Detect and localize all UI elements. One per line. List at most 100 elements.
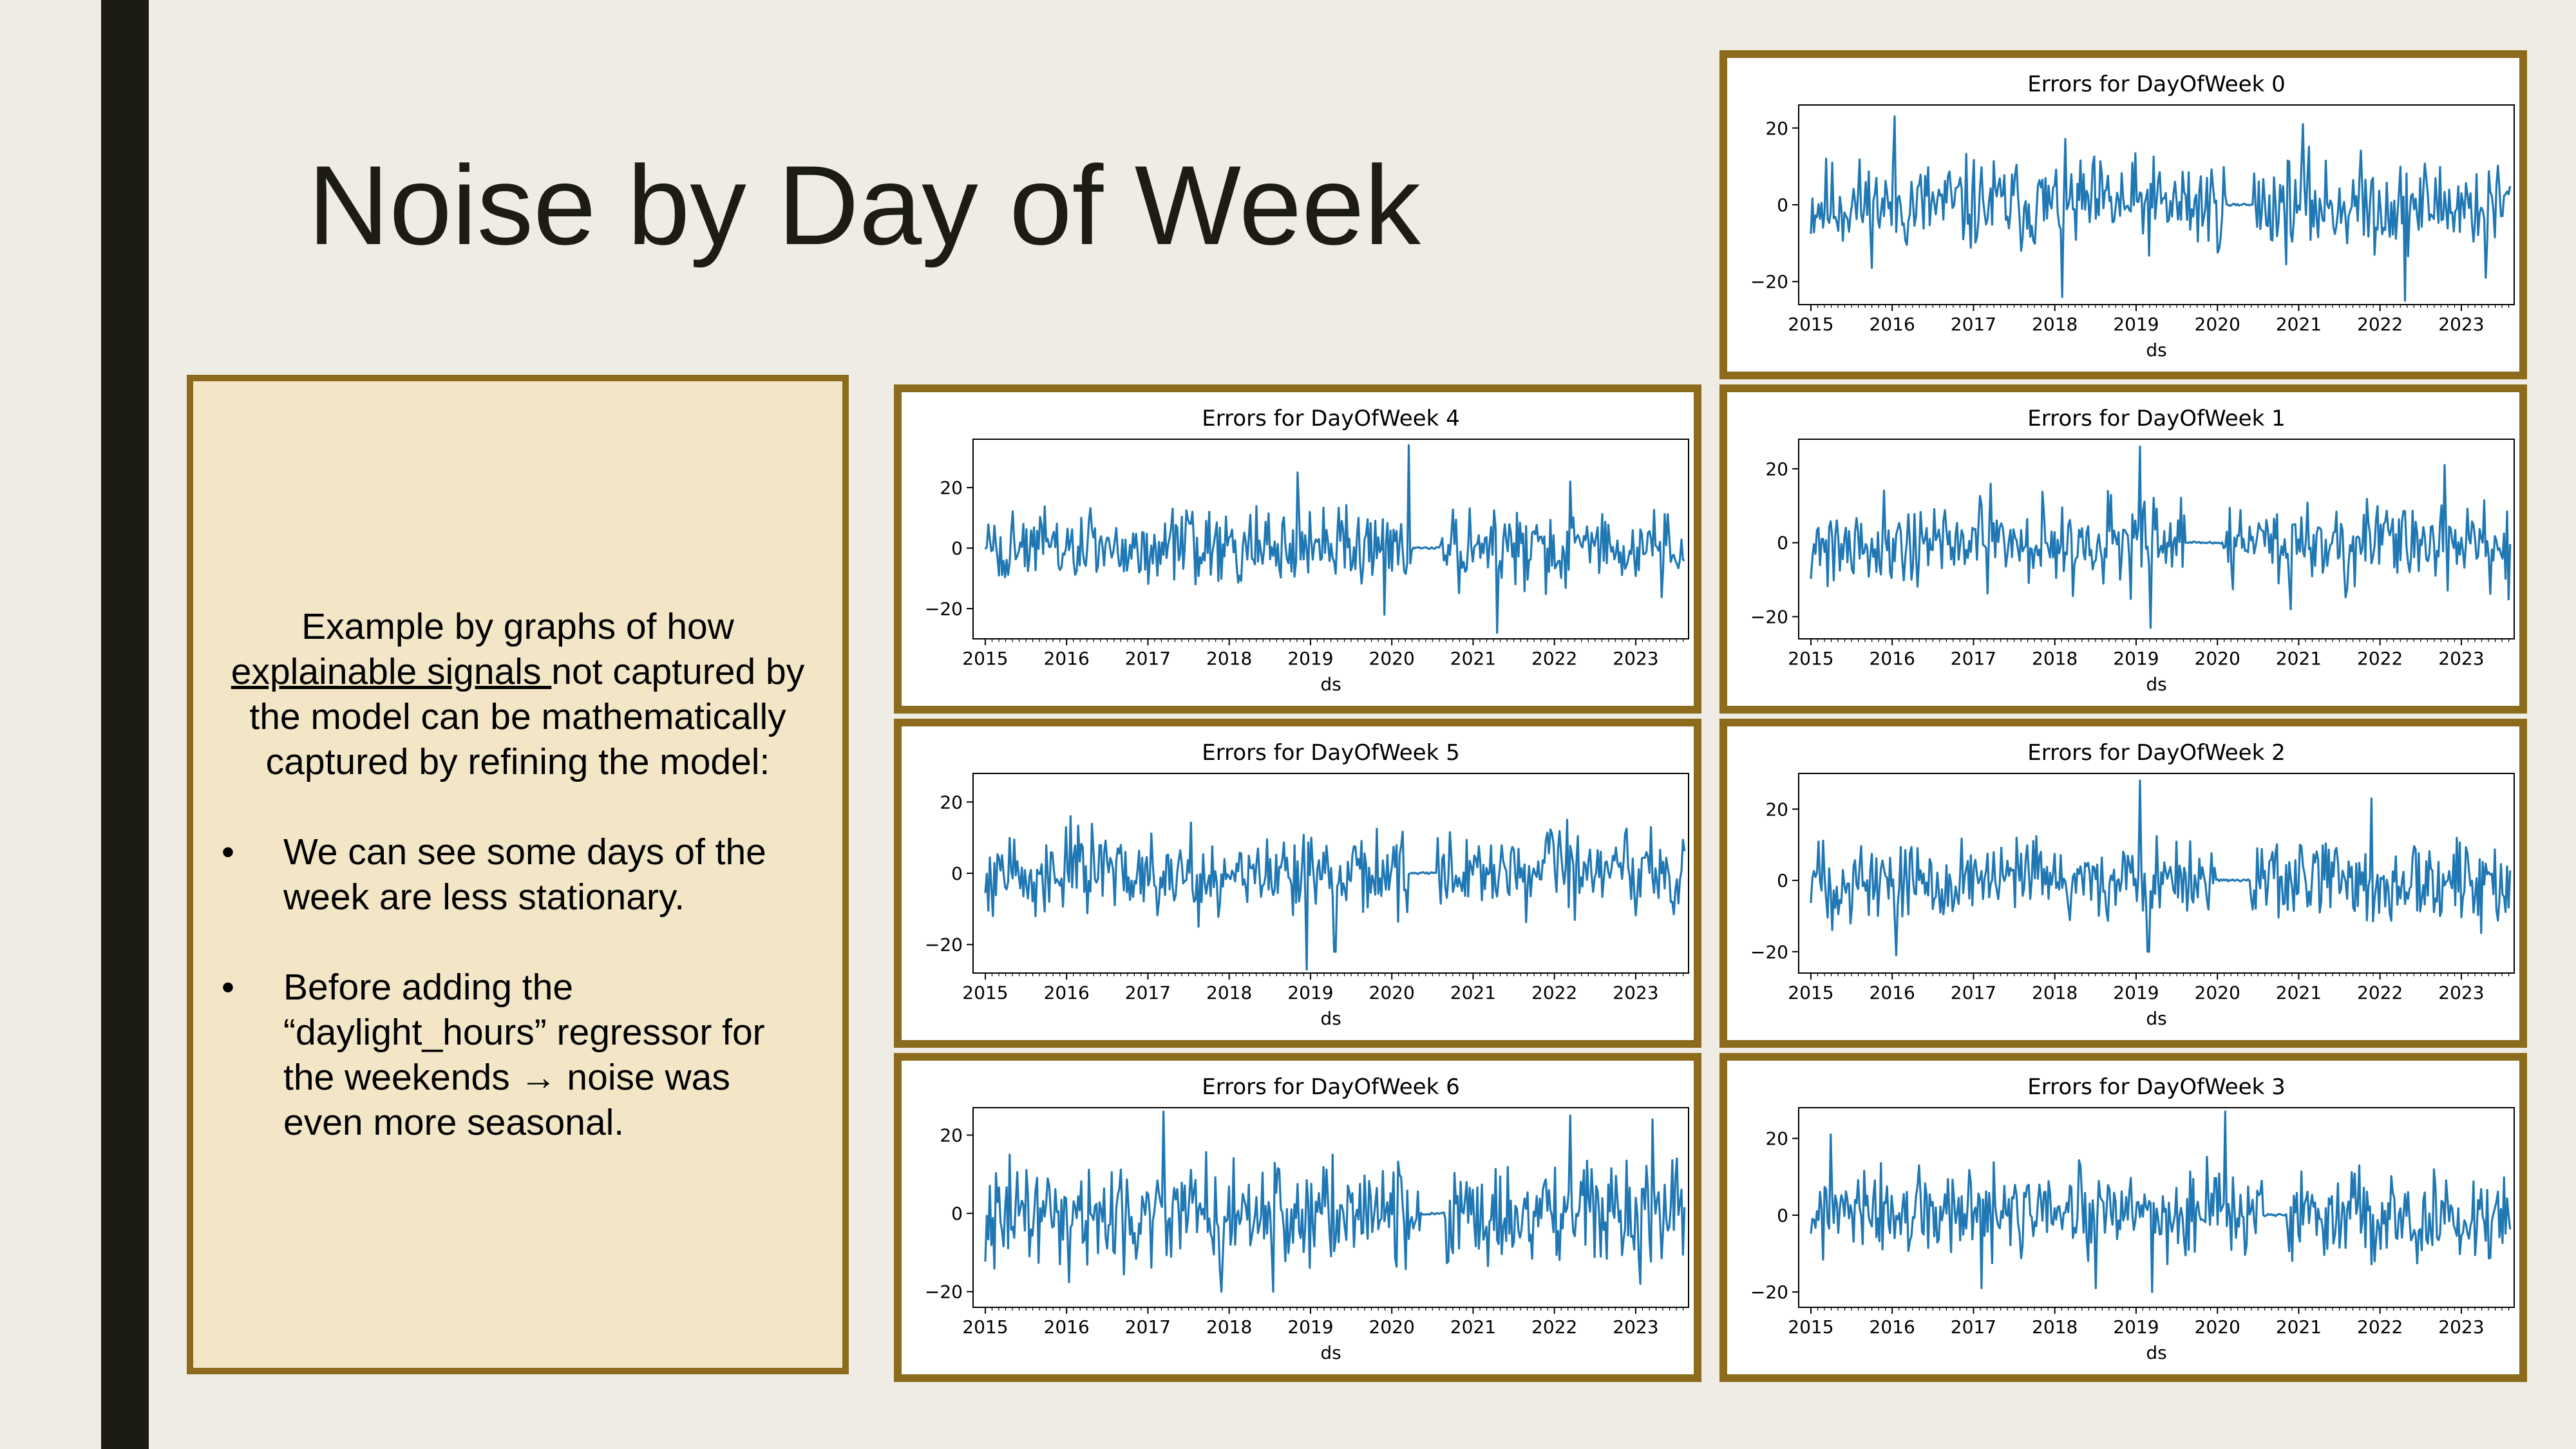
bullet-item: • Before adding the “daylight_hours” reg… [216,965,819,1145]
intro-text-part-3: not captured by the model can be mathema… [249,651,805,782]
x-tick-label: 2022 [1531,982,1577,1003]
y-tick-label: −20 [1750,1282,1788,1303]
x-tick-label: 2016 [1870,648,1915,669]
x-tick-label: 2023 [1613,982,1658,1003]
series-line [1810,779,2512,956]
bullet-item: • We can see some days of the week are l… [216,829,819,920]
y-tick-label: 0 [1777,1205,1788,1226]
chart-title: Errors for DayOfWeek 0 [2027,71,2285,97]
y-tick-label: 20 [1765,459,1788,480]
x-axis-label: ds [1320,1342,1341,1363]
x-tick-label: 2020 [1369,1316,1415,1338]
x-tick-label: 2019 [1287,1316,1333,1338]
x-tick-label: 2021 [1450,982,1496,1003]
chart-panel-dow-0: Errors for DayOfWeek 0 2015 2016 2017 2018 20… [1719,50,2527,379]
chart-title: Errors for DayOfWeek 1 [2027,406,2285,431]
x-axis-label: ds [2146,339,2166,361]
x-tick-label: 2020 [2195,982,2240,1003]
y-tick-label: −20 [1750,942,1788,963]
x-tick-label: 2023 [1613,1316,1658,1338]
x-tick-label: 2018 [2032,982,2078,1003]
chart-panel-dow-1: Errors for DayOfWeek 1 2015 2016 2017 2018 20… [1719,384,2527,714]
y-tick-label: 20 [1765,1128,1788,1150]
chart-panel-dow-3: Errors for DayOfWeek 3 2015 2016 2017 2018 20… [1719,1053,2527,1382]
intro-text: Example by graphs of how explainable sig… [216,604,819,784]
chart-title: Errors for DayOfWeek 5 [1202,740,1459,766]
x-tick-label: 2022 [2357,1316,2403,1338]
y-tick-label: 0 [1777,533,1788,554]
x-tick-label: 2021 [2276,982,2322,1003]
y-tick-label: −20 [925,934,963,956]
x-tick-label: 2020 [2195,1316,2240,1338]
x-axis-label: ds [1320,674,1341,695]
series-line [1810,1110,2512,1293]
chart-panel-dow-2: Errors for DayOfWeek 2 2015 2016 2017 2018 20… [1719,719,2527,1048]
x-tick-label: 2018 [2032,648,2078,669]
x-tick-label: 2021 [1450,1316,1496,1338]
x-tick-label: 2022 [1531,1316,1577,1338]
chart-svg: Errors for DayOfWeek 2 2015 2016 2017 2018 20… [1750,740,2515,1029]
x-tick-label: 2015 [1788,648,1833,669]
x-tick-label: 2018 [2032,314,2078,335]
x-tick-label: 2020 [2195,648,2240,669]
x-tick-label: 2019 [2113,314,2159,335]
x-tick-label: 2017 [1951,648,1996,669]
y-tick-label: −20 [925,598,963,620]
y-tick-label: 0 [1777,194,1788,216]
x-tick-label: 2016 [1044,982,1090,1003]
y-tick-label: 20 [940,477,963,498]
x-tick-label: 2022 [2357,314,2403,335]
x-tick-label: 2015 [962,1316,1008,1338]
x-tick-label: 2018 [1206,1316,1252,1338]
y-tick-label: 0 [951,538,963,559]
x-tick-label: 2023 [2438,982,2484,1003]
x-tick-label: 2022 [2357,648,2403,669]
x-tick-label: 2019 [2113,1316,2159,1338]
bullet-text: Before adding the “daylight_hours” regre… [283,967,765,1143]
x-tick-label: 2021 [2276,648,2322,669]
x-tick-label: 2023 [1613,648,1658,669]
y-tick-label: 0 [951,1203,963,1224]
x-tick-label: 2020 [1369,648,1415,669]
x-tick-label: 2017 [1951,314,1996,335]
x-tick-label: 2020 [1369,982,1415,1003]
x-tick-label: 2016 [1870,1316,1915,1338]
x-axis-label: ds [2146,1008,2166,1029]
x-tick-label: 2016 [1044,648,1090,669]
x-tick-label: 2020 [2195,314,2240,335]
x-tick-label: 2019 [2113,982,2159,1003]
series-line [1810,445,2512,629]
x-tick-label: 2017 [1951,982,1996,1003]
x-tick-label: 2019 [1287,648,1333,669]
y-tick-label: 0 [951,863,963,884]
x-tick-label: 2021 [2276,314,2322,335]
chart-title: Errors for DayOfWeek 2 [2027,740,2285,766]
x-tick-label: 2016 [1870,982,1915,1003]
y-tick-label: 0 [1777,870,1788,891]
intro-underlined-link[interactable]: explainable signals [231,651,552,692]
series-line [984,815,1686,971]
x-tick-label: 2018 [2032,1316,2078,1338]
x-tick-label: 2023 [2438,1316,2484,1338]
x-tick-label: 2016 [1044,1316,1090,1338]
chart-svg: Errors for DayOfWeek 5 2015 2016 2017 2018 20… [925,740,1689,1029]
left-accent-bar [101,0,149,1449]
y-tick-label: −20 [925,1282,963,1303]
slide-title: Noise by Day of Week [308,143,1421,269]
series-line [984,444,1685,634]
x-tick-label: 2021 [2276,1316,2322,1338]
x-axis-label: ds [2146,674,2166,695]
y-tick-label: 20 [1765,118,1788,139]
x-tick-label: 2018 [1206,982,1252,1003]
chart-panel-dow-5: Errors for DayOfWeek 5 2015 2016 2017 2018 20… [894,719,1701,1048]
x-tick-label: 2017 [1125,982,1171,1003]
y-tick-label: 20 [940,1125,963,1146]
chart-title: Errors for DayOfWeek 4 [1202,406,1459,431]
intro-text-part-1: Example by graphs of how [301,606,734,647]
x-tick-label: 2016 [1870,314,1915,335]
chart-svg: Errors for DayOfWeek 4 2015 2016 2017 2018 20… [925,406,1689,695]
bullet-dot-icon: • [222,967,234,1008]
explanation-box: Example by graphs of how explainable sig… [187,375,849,1374]
x-tick-label: 2022 [2357,982,2403,1003]
x-tick-label: 2017 [1125,1316,1171,1338]
